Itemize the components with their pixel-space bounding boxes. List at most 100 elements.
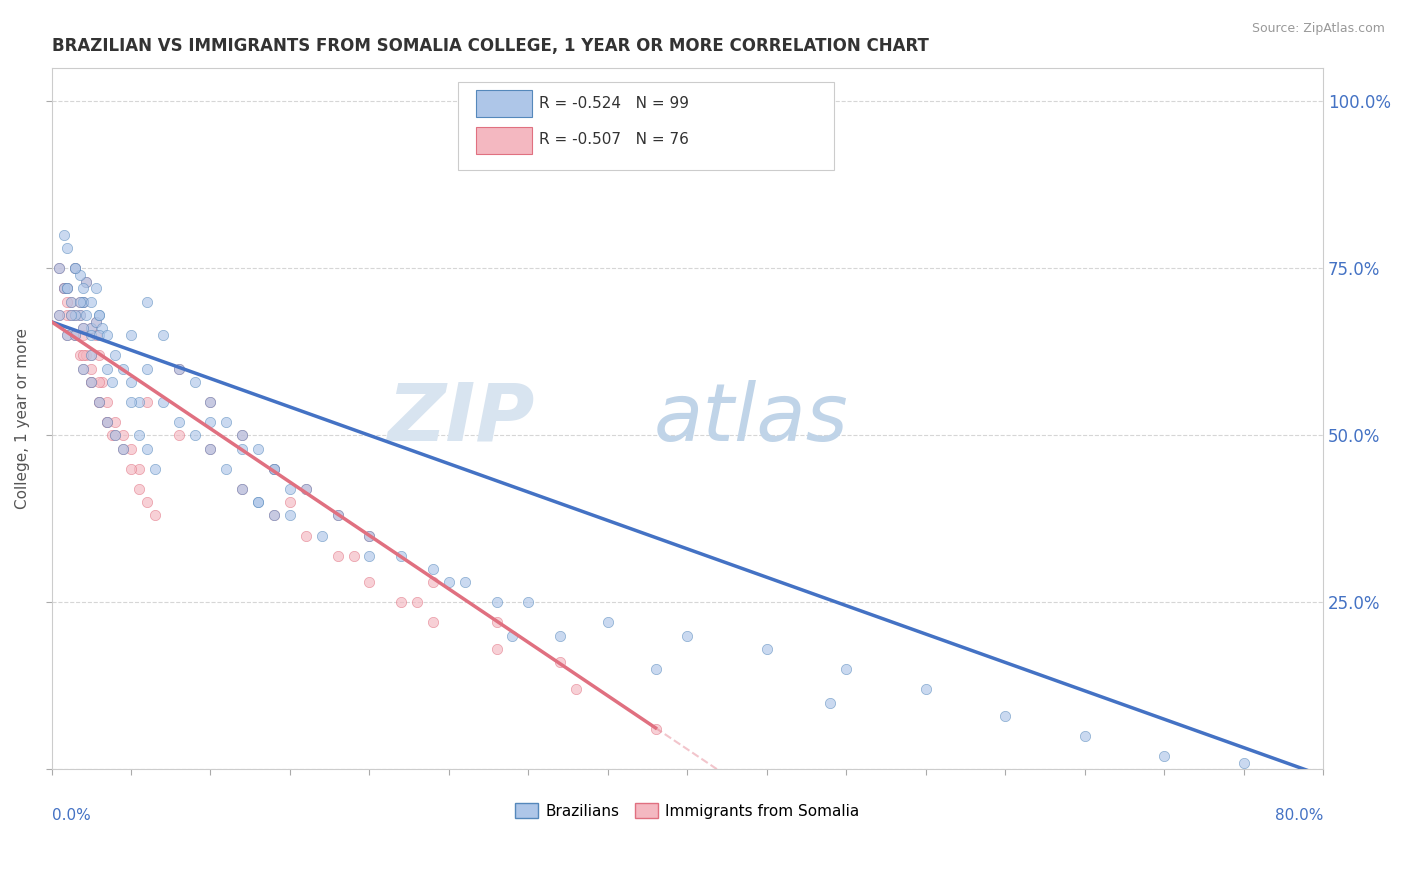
Point <box>263 461 285 475</box>
Point <box>53 281 76 295</box>
Point <box>215 415 238 429</box>
Point <box>72 294 94 309</box>
Point <box>422 562 444 576</box>
Point <box>231 428 253 442</box>
Point <box>311 528 333 542</box>
Point <box>135 361 157 376</box>
Point <box>76 275 98 289</box>
Point <box>596 615 619 630</box>
Point <box>263 461 285 475</box>
Point <box>112 361 135 376</box>
Point <box>104 348 127 362</box>
Point <box>167 428 190 442</box>
Point <box>104 428 127 442</box>
Point <box>56 328 79 343</box>
Point <box>247 495 270 509</box>
Point <box>89 308 111 322</box>
Text: 0.0%: 0.0% <box>52 808 90 823</box>
Point <box>72 321 94 335</box>
Point <box>820 696 842 710</box>
Point <box>485 615 508 630</box>
Point <box>326 549 349 563</box>
Point <box>548 656 571 670</box>
Point <box>84 328 107 343</box>
Point <box>56 241 79 255</box>
Point <box>72 294 94 309</box>
Point <box>89 328 111 343</box>
Point <box>89 308 111 322</box>
Point <box>422 615 444 630</box>
Point <box>96 415 118 429</box>
Point <box>72 348 94 362</box>
Point <box>1153 748 1175 763</box>
Point <box>80 348 103 362</box>
Point <box>69 294 91 309</box>
Point <box>200 442 222 456</box>
Point <box>48 261 70 276</box>
Point <box>263 508 285 523</box>
Text: R = -0.524   N = 99: R = -0.524 N = 99 <box>538 95 689 111</box>
Point <box>96 328 118 343</box>
Point <box>167 415 190 429</box>
Point <box>53 281 76 295</box>
Point <box>200 395 222 409</box>
Point <box>128 461 150 475</box>
Point <box>56 328 79 343</box>
Point <box>120 395 142 409</box>
Point <box>89 375 111 389</box>
Point <box>231 442 253 456</box>
Point <box>644 662 666 676</box>
Text: 80.0%: 80.0% <box>1275 808 1323 823</box>
Point <box>84 315 107 329</box>
Point <box>135 294 157 309</box>
Point <box>80 294 103 309</box>
Point <box>91 321 114 335</box>
Point <box>76 348 98 362</box>
Point <box>89 395 111 409</box>
Point <box>278 495 301 509</box>
Point <box>112 442 135 456</box>
Point <box>101 428 124 442</box>
Point <box>517 595 540 609</box>
Point <box>278 508 301 523</box>
Point <box>56 281 79 295</box>
Point <box>72 321 94 335</box>
Point <box>59 308 82 322</box>
Point <box>80 328 103 343</box>
Point <box>128 395 150 409</box>
Point <box>167 361 190 376</box>
Point <box>135 395 157 409</box>
Point <box>215 461 238 475</box>
Point <box>326 508 349 523</box>
Point <box>200 442 222 456</box>
Point <box>359 528 381 542</box>
Point <box>69 268 91 282</box>
Point <box>454 575 477 590</box>
Point <box>120 375 142 389</box>
Point <box>84 315 107 329</box>
Point <box>167 361 190 376</box>
Point <box>183 375 205 389</box>
Point <box>69 348 91 362</box>
Point <box>72 281 94 295</box>
Point <box>994 709 1017 723</box>
Point <box>231 428 253 442</box>
Point <box>69 294 91 309</box>
Point <box>835 662 858 676</box>
Point <box>104 428 127 442</box>
Point <box>755 642 778 657</box>
Point <box>80 348 103 362</box>
Point <box>548 629 571 643</box>
Point <box>231 482 253 496</box>
Point <box>65 328 87 343</box>
Point <box>59 308 82 322</box>
Text: BRAZILIAN VS IMMIGRANTS FROM SOMALIA COLLEGE, 1 YEAR OR MORE CORRELATION CHART: BRAZILIAN VS IMMIGRANTS FROM SOMALIA COL… <box>52 37 928 55</box>
Text: R = -0.507   N = 76: R = -0.507 N = 76 <box>538 132 689 147</box>
Point <box>247 442 270 456</box>
Point <box>112 442 135 456</box>
Point <box>72 361 94 376</box>
Text: Source: ZipAtlas.com: Source: ZipAtlas.com <box>1251 22 1385 36</box>
Point <box>65 308 87 322</box>
Point <box>80 375 103 389</box>
Point <box>96 361 118 376</box>
